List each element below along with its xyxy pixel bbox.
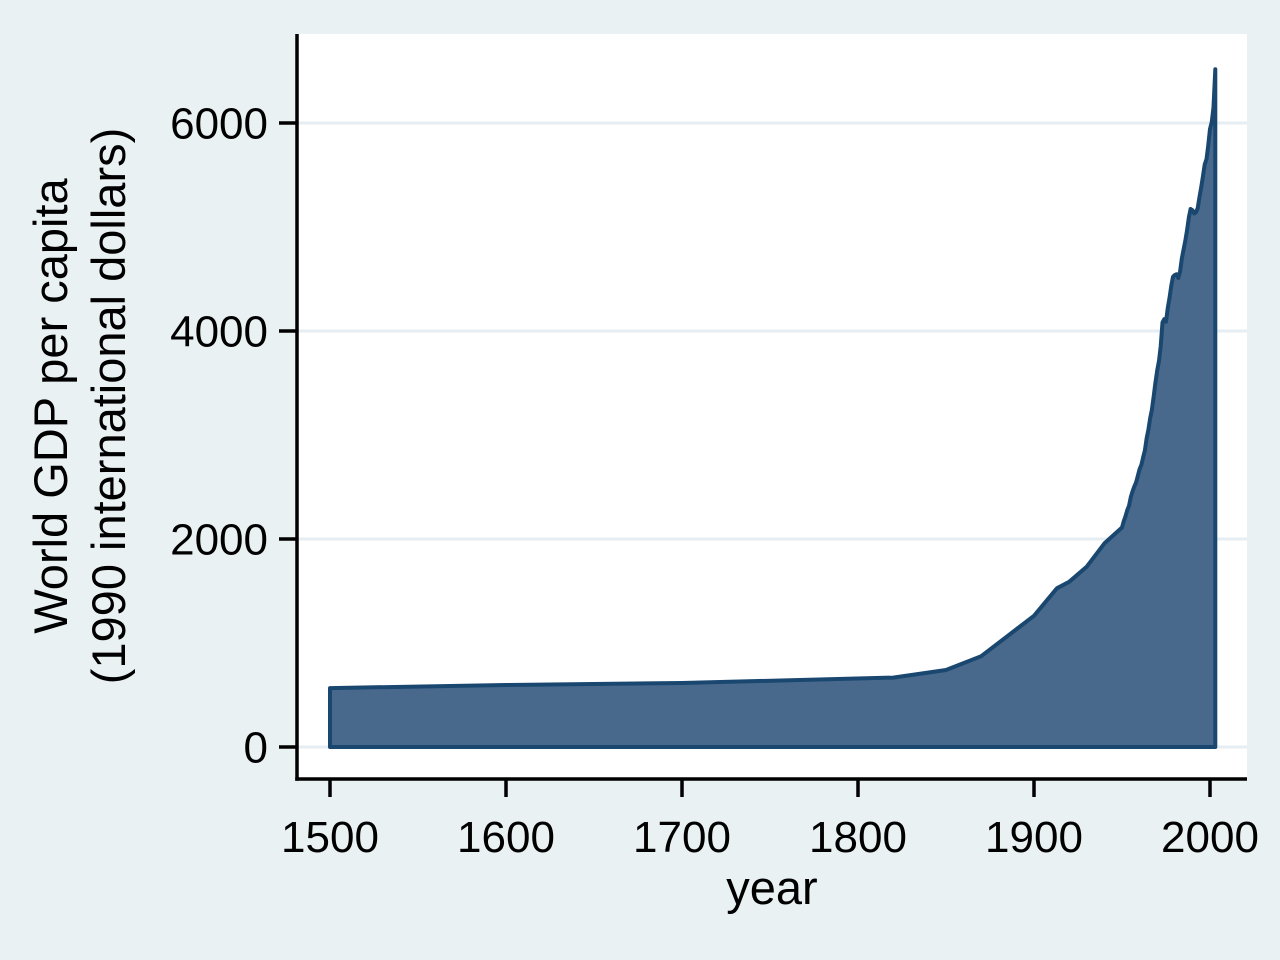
y-axis-title-text: World GDP per capita (1990 international… — [22, 128, 138, 685]
x-tick-label-1700: 1700 — [633, 813, 731, 862]
x-tick-label-1500: 1500 — [281, 813, 379, 862]
y-axis-title-line-2: (1990 international dollars) — [82, 127, 135, 685]
x-axis-title: year — [726, 861, 818, 914]
gdp-area-series — [328, 67, 1218, 749]
y-tick-label-2000: 2000 — [170, 515, 268, 564]
y-tick-label-0: 0 — [244, 723, 268, 772]
x-tick-label-1900: 1900 — [985, 813, 1083, 862]
x-tick-label-2000: 2000 — [1161, 813, 1259, 862]
y-tick-label-4000: 4000 — [170, 307, 268, 356]
x-tick-label-1600: 1600 — [457, 813, 555, 862]
y-axis-title-line-1: World GDP per capita — [24, 178, 77, 634]
x-tick-label-1800: 1800 — [809, 813, 907, 862]
y-tick-label-6000: 6000 — [170, 99, 268, 148]
